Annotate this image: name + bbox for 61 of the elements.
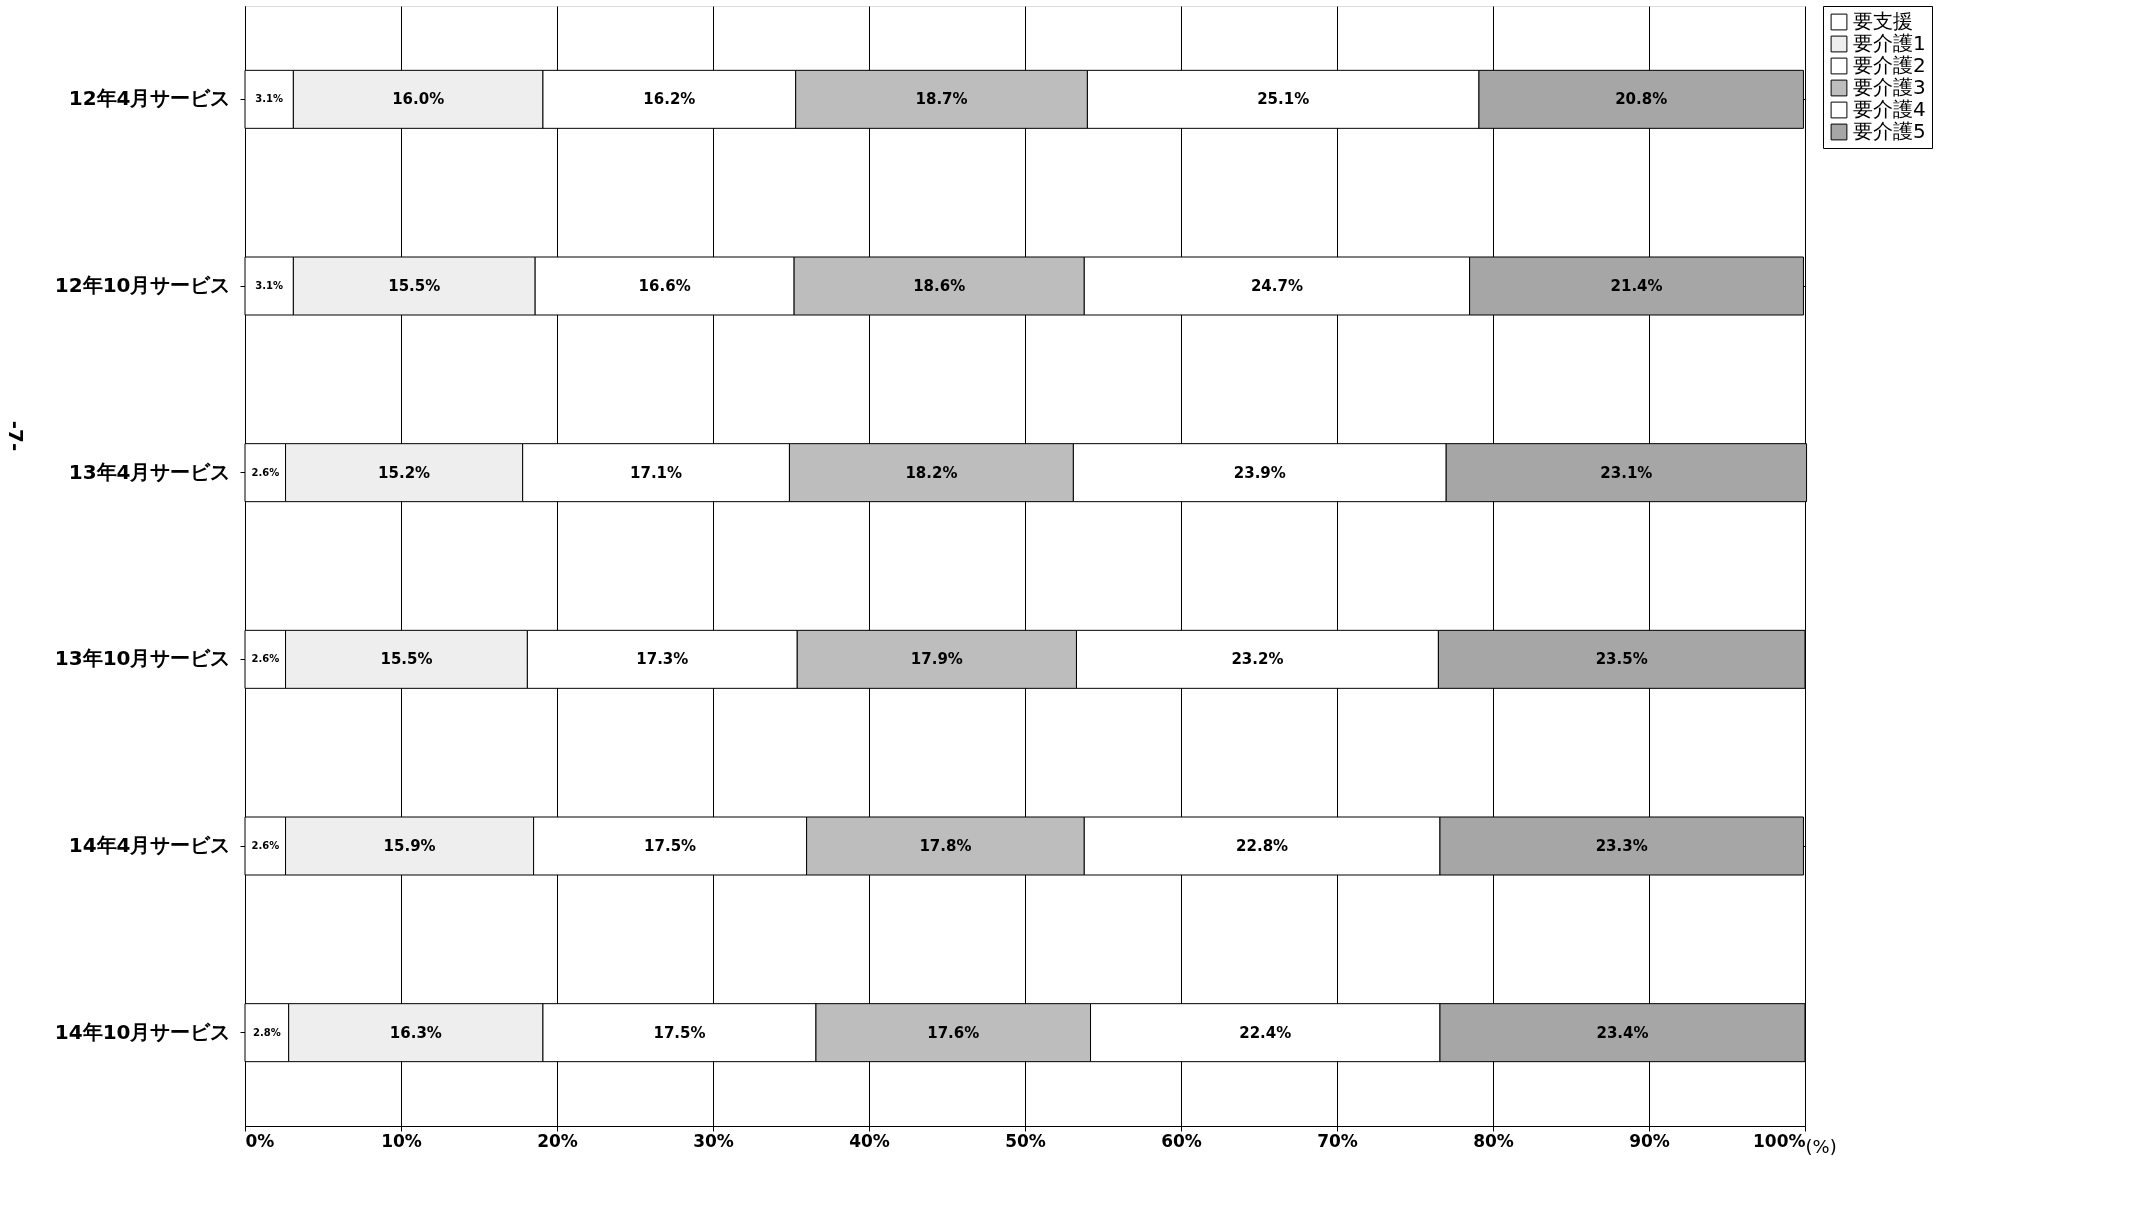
- y-tick-label: 12年4月サービス: [68, 86, 231, 111]
- data-label: 3.1%: [255, 93, 284, 105]
- y-tick-label: 13年10月サービス: [54, 646, 231, 671]
- data-label: 17.8%: [919, 837, 972, 855]
- data-label: 23.3%: [1595, 837, 1648, 855]
- data-label: 16.3%: [389, 1023, 442, 1042]
- data-label: 2.6%: [251, 466, 280, 478]
- data-label: 15.5%: [380, 650, 433, 669]
- x-tick-label: 20%: [537, 1130, 578, 1151]
- data-label: 15.2%: [378, 463, 431, 482]
- data-label: 17.1%: [630, 463, 683, 482]
- data-label: 15.5%: [388, 277, 441, 295]
- x-tick-label: 100%: [1752, 1130, 1806, 1151]
- data-label: 22.4%: [1239, 1023, 1292, 1042]
- legend-label: 要支援: [1853, 9, 1913, 33]
- data-label: 20.8%: [1615, 90, 1668, 109]
- y-tick-label: 14年10月サービス: [54, 1019, 231, 1044]
- data-label: 17.5%: [644, 837, 697, 855]
- data-label: 2.6%: [251, 840, 280, 851]
- data-label: 17.6%: [927, 1023, 980, 1042]
- data-label: 16.0%: [392, 90, 445, 109]
- data-label: 22.8%: [1236, 837, 1289, 855]
- x-tick-label: 80%: [1473, 1130, 1514, 1151]
- data-label: 16.6%: [638, 277, 691, 295]
- data-label: 23.9%: [1233, 463, 1286, 482]
- x-tick-label: 90%: [1629, 1130, 1670, 1151]
- x-tick-label: 30%: [693, 1130, 734, 1151]
- data-label: 2.8%: [252, 1026, 281, 1038]
- y-tick-label: 12年10月サービス: [54, 273, 231, 297]
- legend-label: 要介護4: [1853, 97, 1926, 121]
- x-tick-label: 40%: [849, 1130, 890, 1151]
- data-label: 16.2%: [643, 90, 696, 109]
- data-label: 21.4%: [1610, 277, 1663, 295]
- data-label: 23.5%: [1595, 650, 1648, 669]
- data-label: 23.2%: [1231, 650, 1284, 669]
- data-label: 17.9%: [910, 650, 963, 669]
- data-label: 23.4%: [1596, 1023, 1649, 1042]
- data-label: 3.1%: [255, 280, 284, 291]
- data-label: 15.9%: [383, 837, 436, 855]
- data-label: 18.2%: [905, 463, 958, 482]
- data-label: 17.5%: [653, 1023, 706, 1042]
- legend-label: 要介護1: [1853, 31, 1926, 55]
- x-tick-label: 60%: [1161, 1130, 1202, 1151]
- data-label: 18.7%: [915, 90, 968, 109]
- y-tick-label: 14年4月サービス: [68, 833, 231, 857]
- legend-label: 要介護3: [1853, 75, 1926, 99]
- data-label: 18.6%: [913, 277, 966, 295]
- legend-label: 要介護2: [1853, 53, 1926, 77]
- x-tick-label: 0%: [245, 1130, 275, 1151]
- x-axis-title: (%): [1805, 1135, 1837, 1157]
- y-tick-label: 13年4月サービス: [68, 459, 231, 484]
- x-tick-label: 10%: [381, 1130, 422, 1151]
- data-label: 25.1%: [1257, 90, 1310, 109]
- x-tick-label: 70%: [1317, 1130, 1358, 1151]
- data-label: 2.6%: [251, 653, 280, 665]
- text: -7-: [4, 420, 28, 452]
- x-tick-label: 50%: [1005, 1130, 1046, 1151]
- data-label: 23.1%: [1600, 463, 1653, 482]
- data-label: 24.7%: [1250, 277, 1303, 295]
- legend-label: 要介護5: [1853, 119, 1926, 143]
- data-label: 17.3%: [636, 650, 689, 669]
